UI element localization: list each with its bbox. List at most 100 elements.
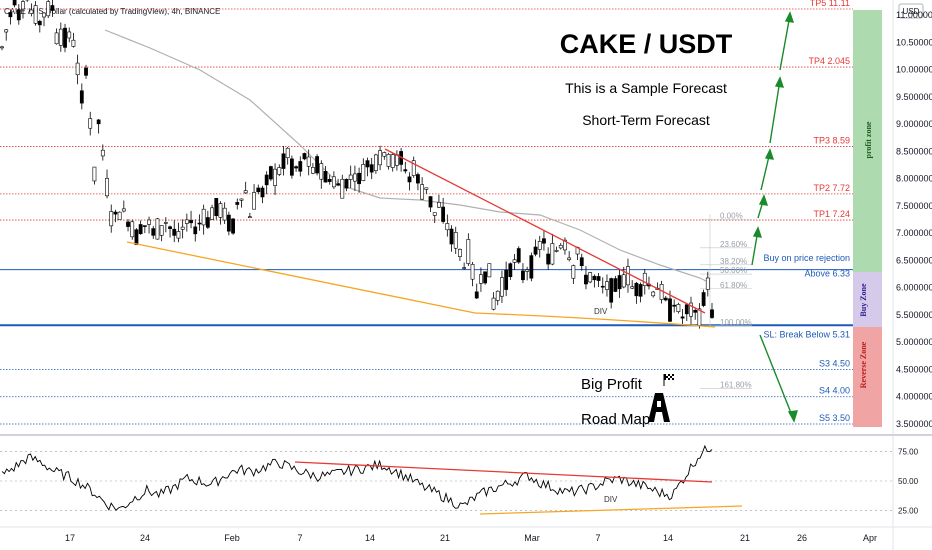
level-label: TP2 7.72 (813, 183, 850, 193)
candle-body (8, 12, 13, 18)
candle-body (445, 223, 450, 231)
candle-body (142, 225, 147, 227)
candle-body (88, 118, 93, 129)
candle-body (428, 196, 433, 208)
currency-badge[interactable] (898, 3, 924, 19)
y-tick-label: 4.5000000 (896, 364, 932, 374)
candle-body (117, 211, 122, 221)
candle-body (626, 266, 630, 286)
candle-body (693, 309, 698, 313)
candle-body (474, 291, 479, 299)
candle-body (563, 239, 567, 251)
candle-body (638, 284, 643, 297)
candle-body (361, 164, 366, 181)
candle-body (651, 291, 656, 297)
big-profit-label: Big Profit (581, 376, 643, 393)
candle-body (411, 160, 416, 176)
candle-body (382, 152, 387, 157)
y-tick-label: 9.5000000 (896, 92, 932, 102)
candle-body (365, 160, 370, 168)
candle-body (247, 216, 252, 219)
candle-body (420, 184, 425, 200)
y-tick-label: 3.5000000 (896, 419, 932, 429)
rsi-tick-label: 25.00 (898, 506, 919, 515)
candle-body (613, 278, 618, 292)
x-tick-label: 7 (595, 533, 600, 543)
candle-body (201, 208, 206, 226)
candle-body (260, 187, 265, 198)
candle-body (407, 176, 412, 183)
level-label: TP5 11.11 (810, 0, 850, 8)
candle-body (130, 221, 135, 238)
candle-body (54, 32, 59, 45)
level-label: TP1 7.24 (813, 209, 850, 219)
candle-body (684, 304, 689, 315)
candle-body (100, 149, 105, 157)
y-tick-label: 11.0000000 (896, 10, 932, 20)
candle-body (319, 163, 324, 180)
candle-body (571, 265, 576, 279)
candle-body (630, 286, 635, 289)
candle-body (197, 222, 202, 225)
candle-body (4, 29, 9, 33)
candle-body (537, 241, 542, 250)
arrow-tp3-head (764, 148, 775, 160)
candle-body (302, 153, 307, 160)
candle-body (504, 269, 509, 290)
candle-body (584, 274, 588, 285)
candle-body (554, 250, 559, 252)
candle-body (605, 281, 609, 290)
fib-label: 23.60% (720, 240, 747, 249)
y-tick-label: 8.0000000 (896, 174, 932, 184)
candle-body (239, 198, 244, 201)
candle-body (222, 207, 227, 221)
candle-body (479, 274, 483, 284)
arrow-down-head (787, 410, 798, 423)
candles-group (0, 0, 714, 329)
candle-body (289, 158, 294, 176)
candle-body (374, 154, 378, 171)
x-tick-label: 26 (797, 533, 807, 543)
candle-body (386, 154, 391, 167)
candle-body (529, 255, 534, 279)
level-label: TP3 8.59 (813, 135, 850, 145)
candle-body (231, 218, 235, 234)
candle-body (579, 257, 584, 267)
candle-body (546, 253, 551, 265)
candle-body (596, 276, 601, 281)
fib-label: 61.80% (720, 281, 747, 290)
level-label: S5 3.50 (819, 413, 850, 423)
candle-body (592, 275, 597, 281)
candle-body (264, 174, 269, 186)
candle-body (500, 277, 504, 297)
fib-label: 161.80% (720, 381, 752, 390)
symbol-header: CAKE / US Dollar (calculated by TradingV… (4, 7, 220, 16)
x-ticks: 17 24 Feb 7 14 21 Mar 7 14 21 26 Apr (65, 533, 877, 543)
rsi-trend-red (294, 461, 713, 483)
y-tick-label: 7.0000000 (896, 228, 932, 238)
candle-body (252, 192, 256, 210)
fib-label: 0.00% (720, 212, 743, 221)
trendline-support-curve (474, 312, 716, 328)
rsi-tick-label: 75.00 (898, 448, 919, 457)
candle-body (159, 225, 164, 236)
x-tick-label: 17 (65, 533, 75, 543)
candle-body (310, 167, 315, 174)
candle-body (336, 183, 340, 186)
candle-body (12, 0, 17, 6)
candle-body (134, 229, 139, 246)
candle-body (470, 264, 475, 280)
candle-body (273, 168, 277, 186)
candle-body (680, 316, 685, 319)
div-rsi-label: DIV (604, 495, 618, 504)
candle-body (441, 206, 446, 222)
div-price-label: DIV (594, 307, 608, 316)
x-tick-label: 14 (663, 533, 673, 543)
candle-body (327, 179, 332, 182)
x-tick-label: 21 (740, 533, 750, 543)
candle-body (449, 228, 454, 245)
arrow-down (759, 334, 794, 419)
candle-body (37, 20, 42, 26)
candle-body (84, 67, 88, 76)
candle-body (71, 39, 76, 47)
